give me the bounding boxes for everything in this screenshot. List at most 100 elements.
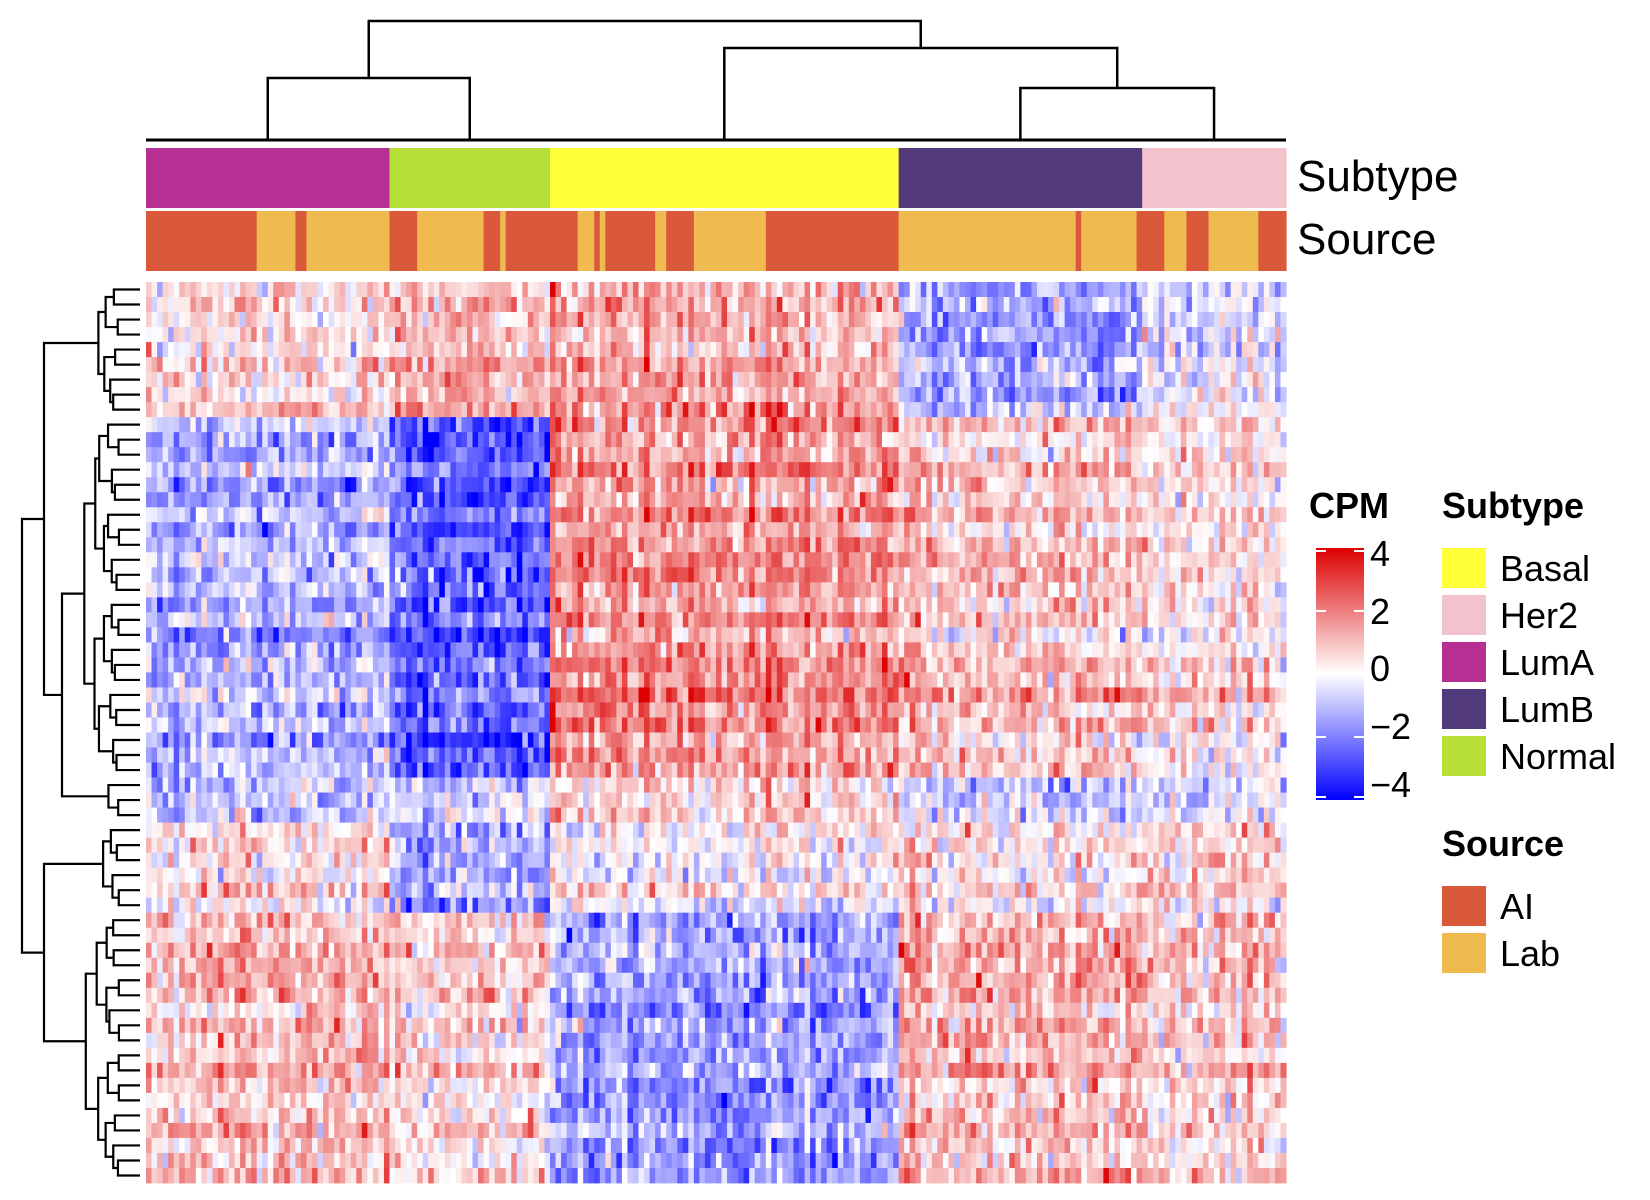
heatmap-cell <box>190 582 197 598</box>
heatmap-cell <box>1064 477 1071 493</box>
heatmap-cell <box>312 582 319 598</box>
heatmap-cell <box>931 612 938 628</box>
heatmap-cell <box>1048 282 1055 298</box>
heatmap-cell <box>406 387 413 403</box>
heatmap-cell <box>516 447 523 463</box>
heatmap-cell <box>317 552 324 568</box>
heatmap-cell <box>162 537 169 553</box>
heatmap-cell <box>212 492 219 508</box>
heatmap-cell <box>395 312 402 328</box>
heatmap-cell <box>1070 567 1077 583</box>
heatmap-cell <box>793 372 800 388</box>
heatmap-cell <box>837 477 844 493</box>
heatmap-cell <box>356 417 363 433</box>
heatmap-cell <box>749 372 756 388</box>
heatmap-cell <box>1186 312 1193 328</box>
heatmap-cell <box>660 312 667 328</box>
heatmap-cell <box>1202 297 1210 313</box>
heatmap-cell <box>1180 417 1187 433</box>
heatmap-cell <box>306 567 313 583</box>
heatmap-cell <box>378 402 385 418</box>
heatmap-cell <box>323 432 330 448</box>
heatmap-cell <box>1042 297 1049 313</box>
heatmap-cell <box>417 432 424 448</box>
heatmap-cell <box>666 552 673 568</box>
heatmap-cell <box>898 582 905 598</box>
heatmap-cell <box>361 312 368 328</box>
heatmap-cell <box>317 567 324 583</box>
heatmap-cell <box>782 507 789 523</box>
heatmap-cell <box>229 552 236 568</box>
heatmap-cell <box>1274 597 1282 613</box>
heatmap-cell <box>610 372 617 388</box>
heatmap-cell <box>1131 627 1138 643</box>
heatmap-cell <box>953 357 961 373</box>
heatmap-cell <box>671 297 678 313</box>
heatmap-cell <box>450 282 457 298</box>
heatmap-cell <box>710 327 717 343</box>
heatmap-cell <box>721 282 728 298</box>
heatmap-cell <box>655 387 662 403</box>
heatmap-cell <box>799 522 806 538</box>
heatmap-cell <box>478 282 485 298</box>
heatmap-cell <box>439 627 446 643</box>
heatmap-cell <box>223 597 230 613</box>
heatmap-cell <box>1142 567 1149 583</box>
heatmap-cell <box>162 447 169 463</box>
heatmap-cell <box>168 642 175 658</box>
heatmap-cell <box>361 357 368 373</box>
heatmap-cell <box>887 372 894 388</box>
heatmap-cell <box>743 522 750 538</box>
heatmap-cell <box>1042 432 1049 448</box>
heatmap-cell <box>339 612 346 628</box>
heatmap-cell <box>799 342 806 358</box>
heatmap-cell <box>677 417 684 433</box>
heatmap-cell <box>516 402 523 418</box>
heatmap-cell <box>843 417 850 433</box>
heatmap-cell <box>843 492 850 508</box>
heatmap-cell <box>1009 327 1016 343</box>
heatmap-cell <box>776 462 783 478</box>
heatmap-cell <box>422 582 429 598</box>
heatmap-cell <box>1241 462 1248 478</box>
heatmap-cell <box>1269 282 1276 298</box>
heatmap-cell <box>815 357 822 373</box>
heatmap-cell <box>516 582 523 598</box>
heatmap-cell <box>1131 312 1138 328</box>
heatmap-cell <box>1175 612 1182 628</box>
heatmap-cell <box>893 567 900 583</box>
heatmap-cell <box>389 387 396 403</box>
heatmap-cell <box>854 627 861 643</box>
heatmap-cell <box>605 522 612 538</box>
heatmap-cell <box>549 312 557 328</box>
heatmap-cell <box>527 342 534 358</box>
heatmap-cell <box>1070 297 1077 313</box>
heatmap-cell <box>948 402 955 418</box>
heatmap-cell <box>1269 327 1276 343</box>
heatmap-cell <box>644 582 651 598</box>
heatmap-cell <box>660 492 667 508</box>
heatmap-cell <box>306 372 313 388</box>
heatmap-cell <box>478 612 485 628</box>
heatmap-cell <box>898 297 905 313</box>
heatmap-cell <box>937 627 944 643</box>
heatmap-cell <box>1136 282 1143 298</box>
heatmap-cell <box>162 597 169 613</box>
heatmap-cell <box>671 462 678 478</box>
heatmap-cell <box>350 582 357 598</box>
heatmap-cell <box>920 477 927 493</box>
heatmap-cell <box>1020 312 1027 328</box>
heatmap-cell <box>804 567 811 583</box>
heatmap-cell <box>1153 567 1160 583</box>
heatmap-cell <box>428 312 435 328</box>
heatmap-cell <box>732 417 739 433</box>
heatmap-cell <box>931 282 938 298</box>
heatmap-cell <box>478 477 485 493</box>
heatmap-cell <box>184 567 191 583</box>
heatmap-cell <box>1208 522 1215 538</box>
heatmap-cell <box>367 417 374 433</box>
heatmap-cell <box>826 312 833 328</box>
heatmap-cell <box>1164 612 1171 628</box>
heatmap-cell <box>865 417 872 433</box>
heatmap-cell <box>760 402 767 418</box>
